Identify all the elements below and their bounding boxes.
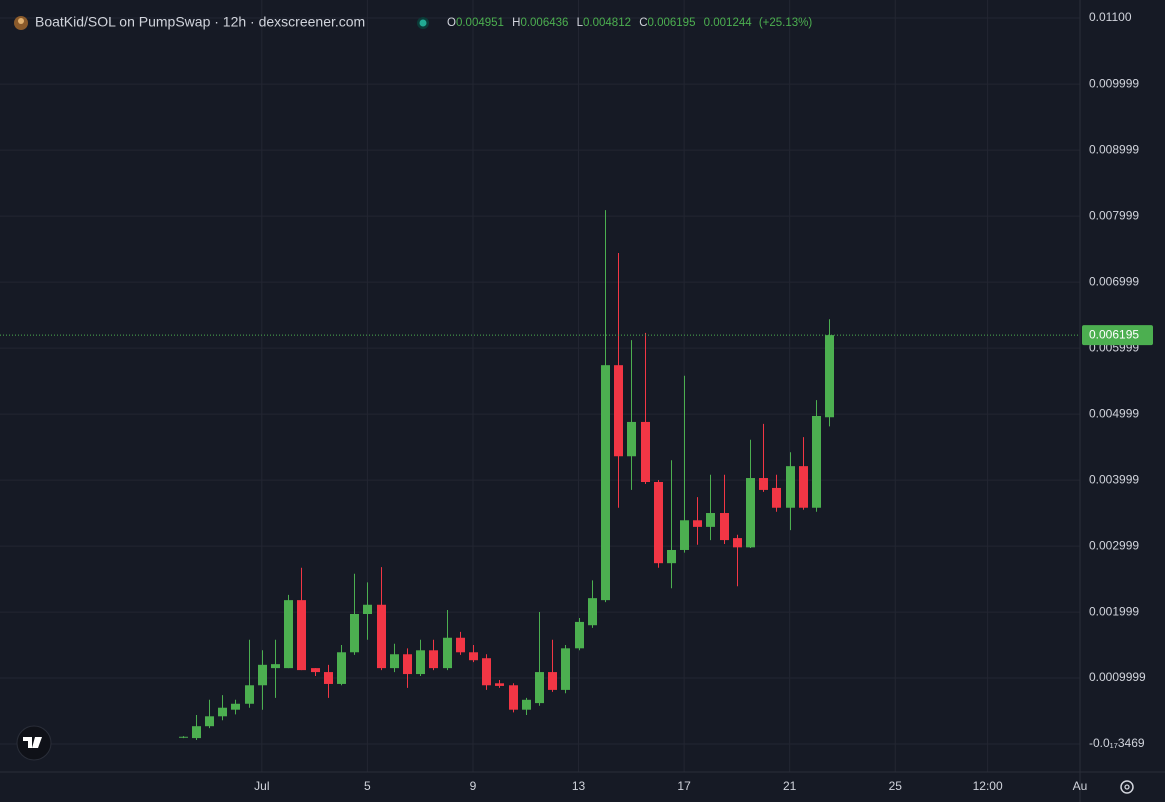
y-tick-label: -0.0₁₇3469: [1089, 736, 1145, 750]
gear-outer[interactable]: [1120, 780, 1134, 794]
grid: [0, 0, 1081, 772]
candle-body: [772, 487, 781, 508]
candle-body: [258, 664, 267, 686]
candle-body: [641, 421, 650, 482]
candle-body: [812, 415, 821, 508]
candle-body: [693, 520, 702, 527]
y-tick-label: 0.003999: [1089, 472, 1139, 486]
candle-body: [680, 520, 689, 550]
close-value: 0.006195: [648, 17, 696, 29]
x-tick-label: 17: [677, 779, 691, 793]
high-value: 0.006436: [520, 17, 568, 29]
candle-body: [284, 600, 293, 669]
candle-body: [561, 648, 570, 690]
logo-glyph[interactable]: [23, 737, 42, 748]
x-tick-label: 25: [889, 779, 903, 793]
last-price-label: 0.006195: [1089, 327, 1139, 341]
candle-body: [403, 654, 412, 675]
candles: [0, 210, 1080, 741]
y-tick-label: 0.009999: [1089, 76, 1139, 90]
ohlc-letter: O: [447, 17, 456, 29]
y-tick-label: 0.004999: [1089, 406, 1139, 420]
candle-body: [311, 668, 320, 673]
candle-body: [271, 664, 280, 669]
x-tick-label: Jul: [254, 779, 269, 793]
candle-body: [522, 699, 531, 710]
candle-body: [759, 478, 768, 490]
candle-body: [627, 421, 636, 457]
candle-body: [746, 478, 755, 548]
ohlc-readout: O0.004951 H0.006436 L0.004812 C0.006195 …: [447, 17, 812, 29]
candle-body: [733, 538, 742, 548]
candle-body: [231, 703, 240, 710]
candle-body: [337, 652, 346, 684]
y-tick-label: 0.0009999: [1089, 670, 1146, 684]
token-icon-detail: [18, 18, 24, 24]
last-price-badge: [1082, 325, 1153, 346]
y-tick-label: 0.002999: [1089, 538, 1139, 552]
candle-body: [179, 736, 188, 738]
y-tick-label: 0.01100: [1089, 10, 1132, 24]
candle-body: [588, 598, 597, 626]
x-tick-label: 9: [470, 779, 477, 793]
candle-body: [535, 672, 544, 704]
candle-body: [416, 650, 425, 675]
change-value: 0.001244: [704, 17, 753, 29]
x-tick-label: 13: [572, 779, 586, 793]
chart-title: BoatKid/SOL on PumpSwap · 12h · dexscree…: [35, 14, 365, 30]
candle-body: [469, 652, 478, 661]
candle-body: [429, 650, 438, 669]
x-tick-label: Au: [1073, 779, 1088, 793]
gear-inner[interactable]: [1124, 784, 1130, 790]
y-tick-label: 0.008999: [1089, 142, 1139, 156]
candle-body: [786, 466, 795, 508]
candle-body: [377, 604, 386, 669]
candle-body: [297, 600, 306, 671]
y-tick-label: 0.001999: [1089, 604, 1139, 618]
header: BoatKid/SOL on PumpSwap · 12h · dexscree…: [14, 14, 812, 30]
x-tick-label: 5: [364, 779, 371, 793]
candle-body: [363, 604, 372, 614]
status-dot: [419, 19, 427, 27]
candle-body: [601, 365, 610, 601]
candle-body: [205, 716, 214, 727]
open-value: 0.004951: [456, 17, 504, 29]
tradingview-logo[interactable]: [16, 725, 52, 761]
candle-body: [482, 658, 491, 686]
candle-body: [825, 335, 834, 418]
candle-body: [799, 466, 808, 508]
candle-body: [614, 365, 623, 457]
ohlc-letter: L: [577, 17, 584, 29]
ohlc-letter: H: [512, 17, 520, 29]
y-tick-label: 0.007999: [1089, 208, 1139, 222]
labels: -0.0₁₇3469 0.0009999 0.001999 0.002999 0.003…: [254, 10, 1153, 793]
settings-button[interactable]: [1120, 780, 1134, 794]
candle-body: [390, 654, 399, 669]
candle-body: [192, 726, 201, 739]
candle-body: [509, 685, 518, 710]
candle-body: [456, 637, 465, 653]
candle-body: [706, 513, 715, 527]
change-percent: (+25.13%): [759, 17, 813, 29]
ohlc-letter: C: [639, 17, 647, 29]
candle-body: [575, 621, 584, 649]
low-value: 0.004812: [583, 17, 631, 29]
candle-body: [548, 672, 557, 690]
candle-body: [654, 481, 663, 564]
candle-body: [667, 549, 676, 564]
x-tick-label: 21: [783, 779, 797, 793]
candle-body: [324, 672, 333, 684]
y-tick-label: 0.006999: [1089, 274, 1139, 288]
candle-body: [720, 513, 729, 541]
candle-body: [245, 685, 254, 704]
x-tick-label: 12:00: [973, 779, 1003, 793]
candle-body: [218, 707, 227, 717]
candle-body: [495, 683, 504, 686]
candle-body: [443, 637, 452, 669]
candle-body: [350, 613, 359, 653]
